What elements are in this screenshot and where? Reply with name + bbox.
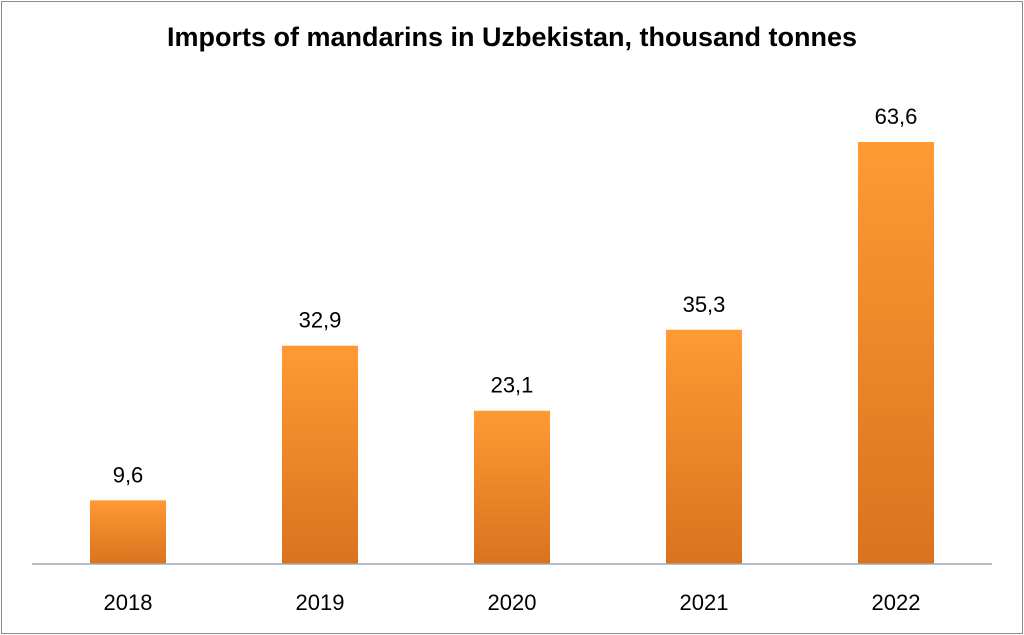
data-label-2019: 32,9: [299, 308, 342, 333]
data-label-2021: 35,3: [683, 292, 726, 317]
x-tick-label-2022: 2022: [872, 590, 921, 615]
data-labels-group: 9,6 32,9 23,1 35,3 63,6: [113, 104, 918, 487]
bar-2021: [666, 329, 742, 564]
data-label-2022: 63,6: [875, 104, 918, 129]
x-tick-label-2020: 2020: [488, 590, 537, 615]
x-tick-label-2018: 2018: [104, 590, 153, 615]
data-label-2020: 23,1: [491, 373, 534, 398]
x-tick-label-2019: 2019: [296, 590, 345, 615]
data-label-2018: 9,6: [113, 462, 144, 487]
bar-2019: [282, 345, 358, 564]
bars-group: [90, 142, 934, 564]
bar-2020: [474, 410, 550, 564]
x-tick-labels-group: 2018 2019 2020 2021 2022: [104, 590, 921, 615]
bar-2022: [858, 142, 934, 564]
chart-title: Imports of mandarins in Uzbekistan, thou…: [166, 22, 858, 52]
x-tick-label-2021: 2021: [680, 590, 729, 615]
bar-2018: [90, 500, 166, 564]
